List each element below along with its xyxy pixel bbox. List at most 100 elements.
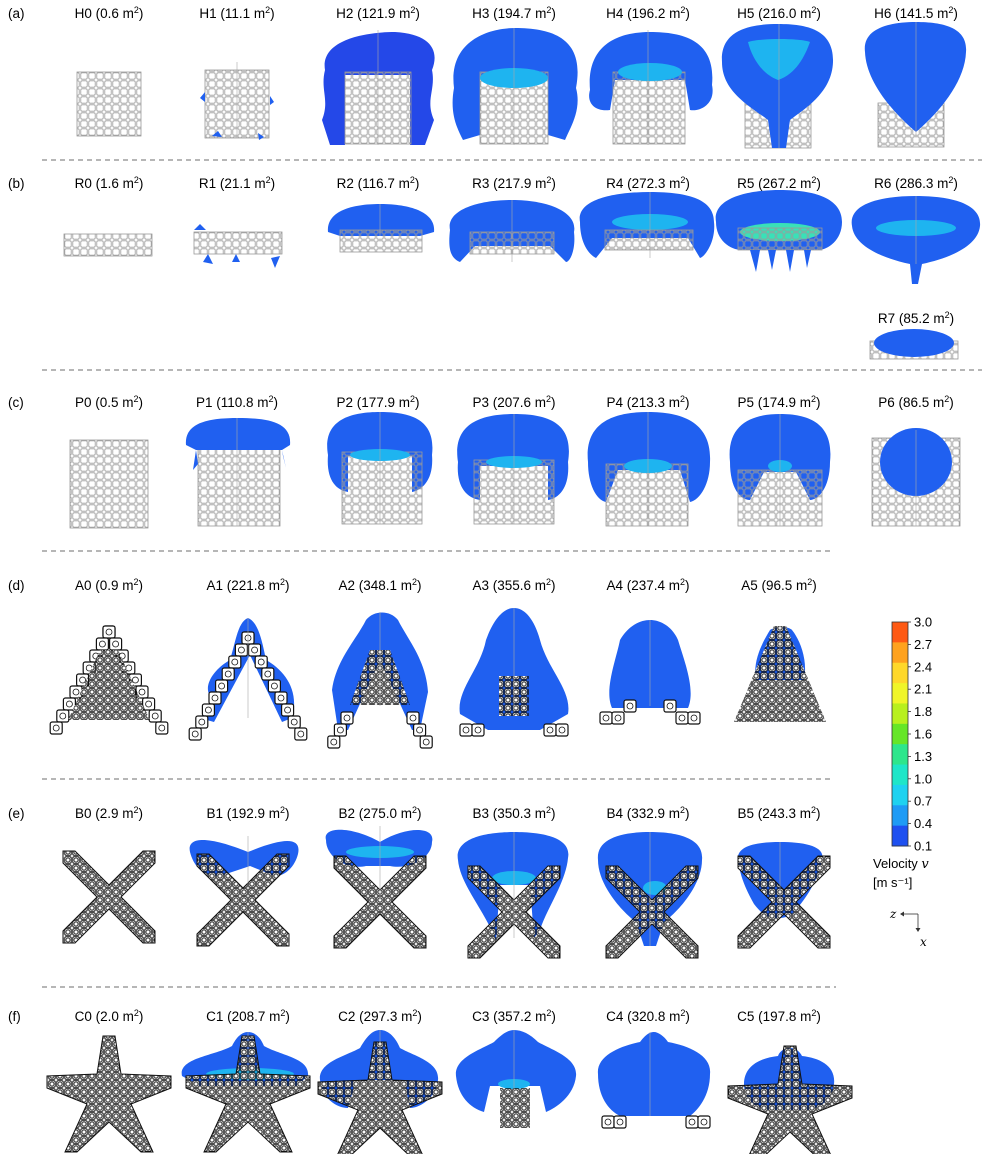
colorbar-tick-label: 2.1 <box>914 682 932 697</box>
module-cell <box>406 711 420 725</box>
module-cell <box>221 667 235 681</box>
panel-label: A1 (221.8 m2) <box>206 577 289 593</box>
module-cell-ring <box>626 702 634 710</box>
colorbar-segment <box>892 723 908 745</box>
module-cell <box>188 727 202 741</box>
x-axis-label: x <box>920 935 927 949</box>
array-footprint <box>69 439 149 529</box>
panel-label: A4 (237.4 m2) <box>606 577 689 593</box>
array-footprint <box>341 451 423 525</box>
module-cell-ring <box>264 670 272 678</box>
module-cell <box>599 711 613 725</box>
module-cell-ring <box>290 718 298 726</box>
array-footprint <box>46 1035 172 1153</box>
array-footprint <box>604 229 694 251</box>
colorbar-tick-label: 2.4 <box>914 659 932 674</box>
panel-label: B1 (192.9 m2) <box>206 805 289 821</box>
module-cell-ring <box>297 730 305 738</box>
module-cell-ring <box>151 712 159 720</box>
panel-label: B2 (275.0 m2) <box>338 805 421 821</box>
panel-label: B0 (2.9 m2) <box>75 805 143 821</box>
colorbar-tick-label: 0.7 <box>914 794 932 809</box>
module-cell-ring <box>700 1118 708 1126</box>
module-cell <box>555 723 569 737</box>
colorbar-segment <box>892 784 908 806</box>
panel-label: P3 (207.6 m2) <box>472 394 555 410</box>
row-label: (a) <box>8 6 25 21</box>
module-cell <box>108 637 123 651</box>
array-footprint <box>62 850 156 944</box>
colorbar-unit: [m s⁻¹] <box>873 875 912 890</box>
module-cell-ring <box>198 718 206 726</box>
colorbar-tick-label: 1.8 <box>914 704 932 719</box>
module-cell <box>261 667 275 681</box>
module-cell <box>274 691 288 705</box>
module-cell <box>333 723 347 737</box>
module-cell <box>155 721 169 735</box>
module-cell-ring <box>616 1118 624 1126</box>
array-footprint <box>737 855 831 949</box>
module-cell <box>413 723 427 737</box>
array-footprint <box>68 650 150 720</box>
panel-label: B4 (332.9 m2) <box>606 805 689 821</box>
module-cell-ring <box>277 694 285 702</box>
array-footprint <box>605 463 689 527</box>
module-cell-ring <box>422 738 430 746</box>
module-cell-ring <box>66 700 73 708</box>
module-cell-ring <box>558 726 566 734</box>
panel-label: C5 (197.8 m2) <box>737 1008 821 1024</box>
module-cell-ring <box>131 676 139 684</box>
panel-label: H6 (141.5 m2) <box>874 5 958 21</box>
module-cell <box>215 679 229 693</box>
panel-label: P5 (174.9 m2) <box>737 394 820 410</box>
module-cell-ring <box>270 682 278 690</box>
module-cell <box>102 625 116 639</box>
colorbar-segment <box>892 683 908 704</box>
row-label: (b) <box>8 176 25 191</box>
colorbar-segment <box>892 744 908 766</box>
array-footprint <box>500 1088 530 1128</box>
velocity-plume <box>721 24 834 148</box>
module-cell <box>148 709 162 723</box>
velocity-plume <box>194 224 280 268</box>
module-cell-ring <box>678 714 686 722</box>
module-cell <box>687 711 701 725</box>
module-cell <box>623 699 637 713</box>
velocity-plume <box>185 418 291 450</box>
module-cell <box>287 715 301 729</box>
module-cell-ring <box>666 702 674 710</box>
colorbar-title: Velocity v <box>873 856 929 872</box>
module-cell <box>208 691 222 705</box>
colorbar-tick-label: 2.7 <box>914 637 932 652</box>
panel-label: C0 (2.0 m2) <box>75 1008 144 1024</box>
module-cell-ring <box>251 646 259 654</box>
module-cell <box>663 699 677 713</box>
panel-label: R4 (272.3 m2) <box>606 175 690 191</box>
module-cell-ring <box>145 700 153 708</box>
panel-label: B3 (350.3 m2) <box>472 805 555 821</box>
row-label: (e) <box>8 806 25 821</box>
module-cell <box>611 711 625 725</box>
array-footprint <box>339 229 423 253</box>
module-cell <box>281 703 295 717</box>
array-footprint <box>612 71 686 145</box>
velocity-plume <box>750 250 811 272</box>
panel-label: P4 (213.3 m2) <box>606 394 689 410</box>
panel-label: B5 (243.3 m2) <box>737 805 820 821</box>
module-cell <box>254 655 268 669</box>
module-cell-ring <box>211 694 219 702</box>
module-cell <box>327 735 341 749</box>
array-footprint <box>193 231 283 255</box>
module-cell <box>234 643 248 657</box>
module-cell-ring <box>462 726 470 734</box>
colorbar-tick-label: 1.0 <box>914 771 932 786</box>
panel-label: C1 (208.7 m2) <box>206 1008 290 1024</box>
module-cell-ring <box>604 1118 612 1126</box>
module-cell <box>675 711 689 725</box>
array-footprint <box>196 853 290 947</box>
panel-label: R3 (217.9 m2) <box>472 175 556 191</box>
module-cell <box>49 721 63 735</box>
panel-label: R1 (21.1 m2) <box>199 175 275 191</box>
colorbar-segment <box>892 662 908 684</box>
array-footprint <box>63 233 153 257</box>
